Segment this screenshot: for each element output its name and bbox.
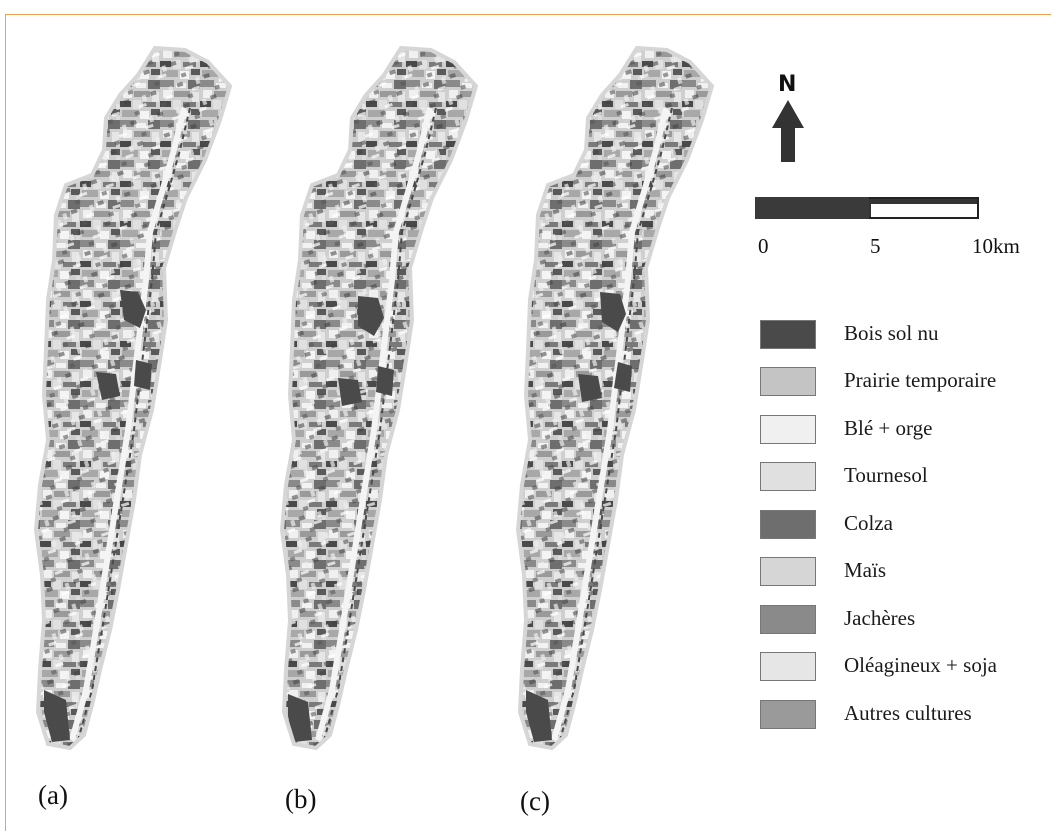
north-arrow-icon: N <box>770 72 806 164</box>
scale-tick-5: 5 <box>870 234 881 258</box>
legend-item: Maïs <box>760 557 1050 589</box>
scale-tick-0: 0 <box>758 234 769 258</box>
scale-bar <box>755 197 981 221</box>
legend-label: Tournesol <box>844 463 928 487</box>
legend-label: Colza <box>844 511 893 535</box>
legend-item: Colza <box>760 510 1050 542</box>
legend-swatch <box>760 415 816 444</box>
map-panel-a <box>34 46 232 750</box>
legend-item: Bois sol nu <box>760 320 1050 352</box>
legend-item: Prairie temporaire <box>760 367 1050 399</box>
legend-label: Jachères <box>844 606 916 630</box>
legend-label: Autres cultures <box>844 701 972 725</box>
north-label: N <box>778 72 797 97</box>
legend-swatch <box>760 510 816 539</box>
legend-label: Maïs <box>844 558 886 582</box>
legend-swatch <box>760 462 816 491</box>
legend-swatch <box>760 652 816 681</box>
legend-swatch <box>760 367 816 396</box>
panel-label-b: (b) <box>285 784 317 814</box>
legend-label: Prairie temporaire <box>844 368 997 392</box>
map-panel-b <box>280 46 478 750</box>
legend-label: Blé + orge <box>844 416 933 440</box>
panel-label-a: (a) <box>38 780 68 810</box>
legend-item: Autres cultures <box>760 700 1050 732</box>
scale-tick-10km: 10km <box>972 234 1020 258</box>
legend-item: Blé + orge <box>760 415 1050 447</box>
legend-label: Bois sol nu <box>844 321 939 345</box>
panel-label-c: (c) <box>520 786 550 816</box>
legend-label: Oléagineux + soja <box>844 653 997 677</box>
legend-swatch <box>760 700 816 729</box>
legend-swatch <box>760 557 816 586</box>
legend-item: Tournesol <box>760 462 1050 494</box>
legend-swatch <box>760 605 816 634</box>
legend-item: Oléagineux + soja <box>760 652 1050 684</box>
figure-frame <box>5 14 1051 831</box>
legend-swatch <box>760 320 816 349</box>
map-panel-c <box>516 46 714 750</box>
legend-item: Jachères <box>760 605 1050 637</box>
